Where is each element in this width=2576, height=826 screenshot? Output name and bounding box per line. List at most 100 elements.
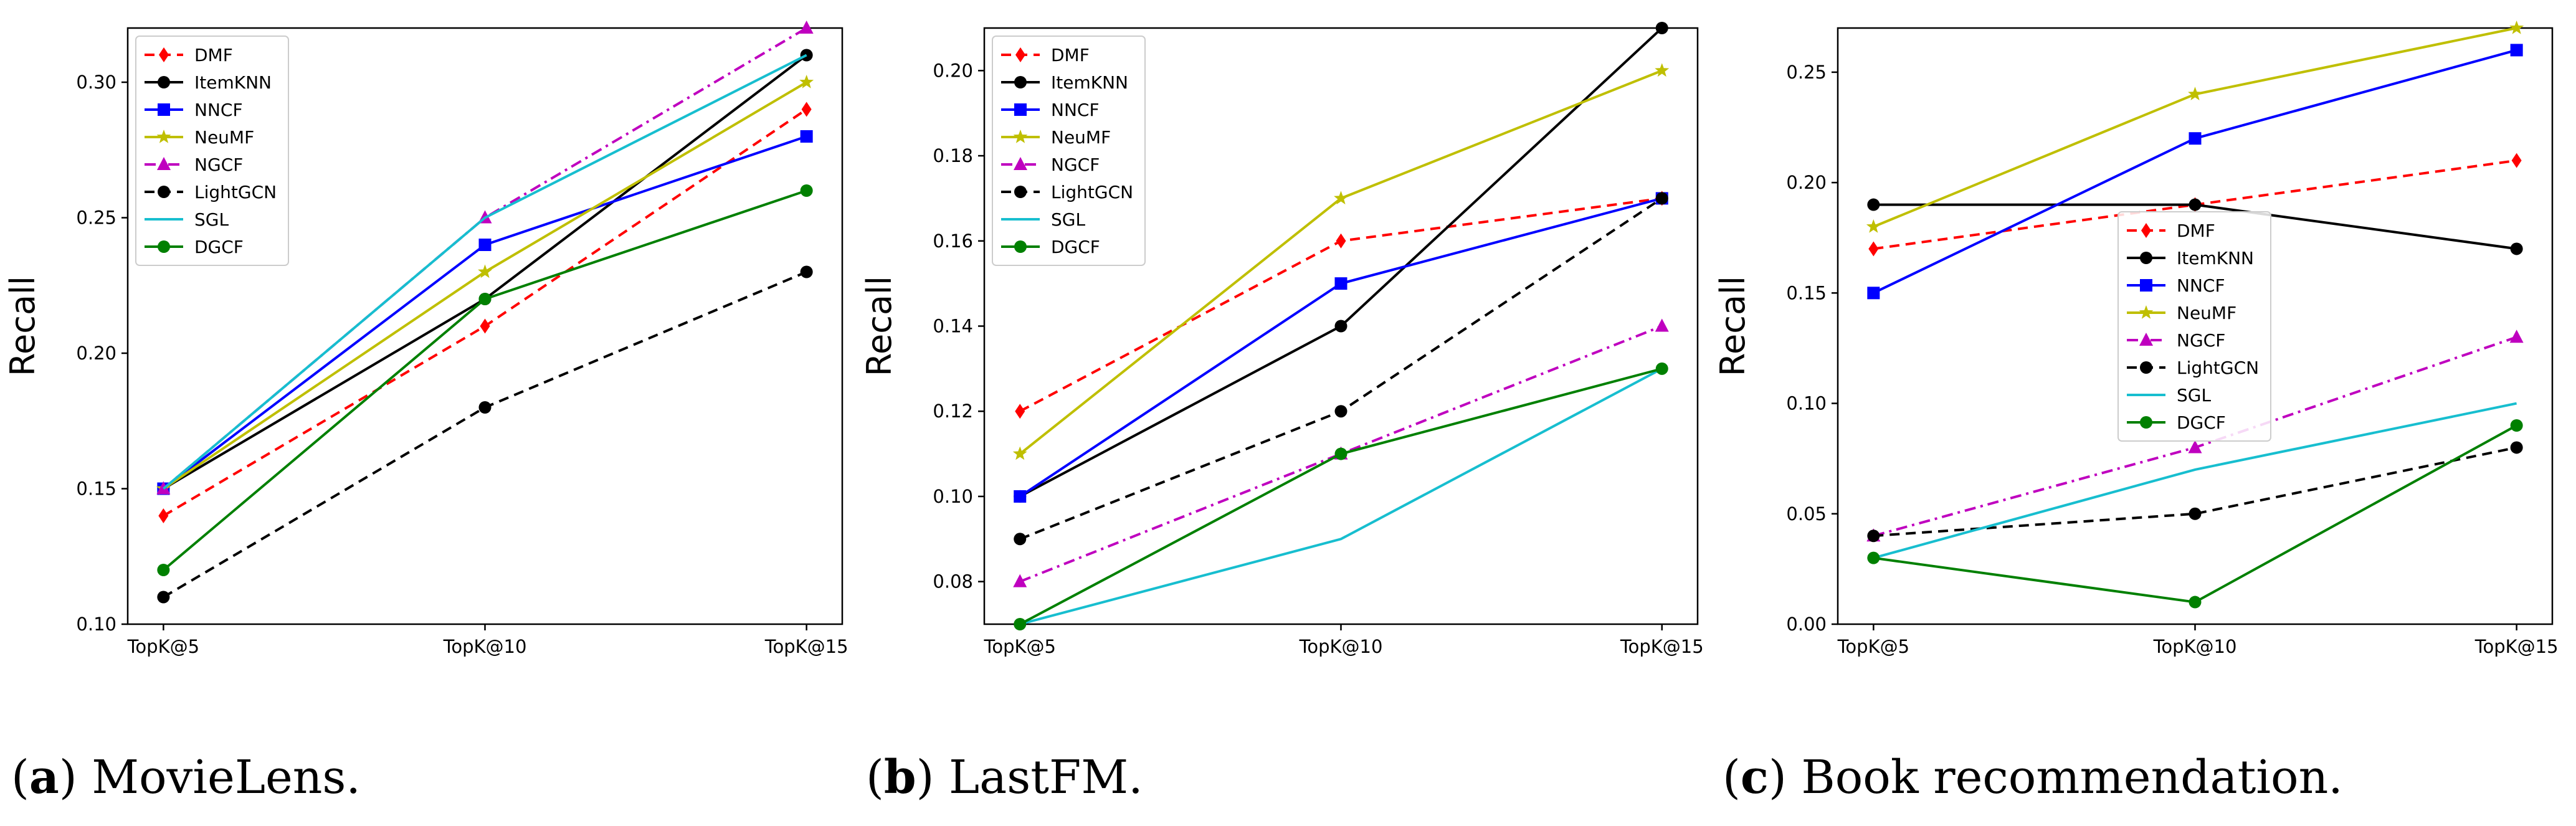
y-tick-label: 0.30 (76, 72, 116, 93)
legend-label-dmf: DMF (1051, 45, 1090, 65)
series-dmf (158, 102, 812, 523)
data-point-neumf (478, 264, 492, 278)
y-tick-label: 0.05 (1786, 503, 1827, 525)
legend-label-dgcf: DGCF (2177, 412, 2226, 433)
legend-label-itemknn: ItemKNN (2177, 248, 2254, 268)
legend-marker-nncf (2140, 279, 2152, 292)
data-point-dmf (158, 508, 169, 523)
data-point-lightgcn (2510, 441, 2523, 454)
data-point-lightgcn (157, 591, 170, 604)
series-sgl (1019, 368, 1663, 625)
legend-label-ngcf: NGCF (194, 154, 243, 175)
legend-label-ngcf: NGCF (2177, 330, 2225, 351)
legend-label-dgcf: DGCF (194, 237, 244, 257)
y-tick-label: 0.00 (1786, 614, 1827, 635)
y-tick-label: 0.20 (1786, 172, 1827, 193)
legend-label-lightgcn: LightGCN (194, 182, 277, 202)
data-point-lightgcn (800, 265, 813, 278)
y-tick-label: 0.20 (76, 343, 116, 364)
legend-marker-lightgcn (1014, 186, 1027, 198)
data-point-itemknn (1867, 198, 1880, 211)
data-point-itemknn (1334, 320, 1347, 333)
data-point-nncf (2189, 132, 2202, 145)
legend-label-lightgcn: LightGCN (1051, 182, 1133, 202)
series-neumf (1012, 63, 1670, 460)
data-point-neumf (1655, 63, 1670, 77)
data-point-neumf (2509, 21, 2524, 34)
data-point-itemknn (2510, 242, 2523, 255)
series-itemknn (1867, 198, 2523, 255)
legend-label-sgl: SGL (194, 209, 229, 230)
y-axis-label: Recall (860, 276, 899, 376)
series-dgcf (1867, 419, 2523, 609)
series-line-neumf (1873, 27, 2517, 228)
caption-book-recommendation: (c) Book recommendation. (1723, 751, 2343, 804)
legend-label-lightgcn: LightGCN (2177, 358, 2259, 378)
data-point-nncf (1867, 287, 1880, 300)
legend: DMF ItemKNN NNCF NeuMF NGCF LightGCN SGL DGCF (992, 36, 1146, 266)
series-lightgcn (157, 265, 813, 604)
data-point-dmf (480, 318, 490, 334)
data-point-ngcf (2509, 330, 2524, 343)
x-tick-label: TopK@10 (1299, 636, 1383, 657)
caption-movielens: (a) MovieLens. (11, 751, 361, 804)
data-point-nncf (478, 239, 492, 251)
legend-marker-itemknn (158, 76, 170, 88)
data-point-neumf (799, 75, 814, 88)
legend-marker-nncf (158, 103, 170, 116)
data-point-lightgcn (1655, 192, 1668, 205)
legend-marker-itemknn (1014, 76, 1027, 88)
y-tick-label: 0.25 (76, 207, 116, 229)
legend: DMF ItemKNN NNCF NeuMF NGCF LightGCN SGL DGCF (135, 36, 289, 266)
legend-marker-dgcf (1014, 240, 1027, 253)
legend-marker-dmf (2141, 223, 2151, 238)
data-point-dgcf (800, 184, 813, 197)
chart-panel-book-recommendation: 0.00 0.05 0.10 0.15 0.20 0.25 TopK@5 TopK@10 Top… (1713, 21, 2559, 657)
legend-label-dgcf: DGCF (1051, 237, 1100, 257)
x-tick-label: TopK@15 (1620, 636, 1704, 657)
legend-marker-ngcf (2139, 333, 2153, 346)
data-point-nncf (800, 130, 813, 143)
legend-label-nncf: NNCF (194, 100, 243, 120)
y-tick-label: 0.20 (933, 60, 973, 81)
data-point-lightgcn (1867, 529, 1880, 543)
chart-panel-lastfm: 0.08 0.10 0.12 0.14 0.16 0.18 0.20 TopK@5 TopK@1… (860, 22, 1704, 657)
legend-marker-neumf (1013, 130, 1028, 143)
y-tick-label: 0.08 (933, 571, 973, 592)
series-sgl (163, 54, 807, 490)
data-point-neumf (2188, 87, 2202, 100)
legend-marker-ngcf (1014, 157, 1027, 170)
x-tick-label: TopK@5 (127, 636, 199, 657)
data-point-dgcf (1655, 362, 1668, 375)
x-tick-label: TopK@5 (984, 636, 1056, 657)
legend-marker-ngcf (157, 157, 171, 170)
data-point-lightgcn (1334, 405, 1347, 418)
legend-marker-lightgcn (2140, 361, 2152, 374)
legend-box (992, 36, 1146, 266)
series-line-sgl (163, 54, 807, 490)
x-tick-label: TopK@10 (2153, 636, 2237, 657)
chart-panel-movielens: 0.10 0.15 0.20 0.25 0.30 TopK@5 TopK@10 TopK@15… (3, 21, 848, 657)
legend-marker-dgcf (2140, 416, 2152, 429)
data-point-nncf (1014, 490, 1027, 503)
y-tick-label: 0.10 (76, 614, 116, 635)
x-tick-label: TopK@15 (764, 636, 848, 657)
legend-label-nncf: NNCF (1051, 100, 1100, 120)
y-axis-label: Recall (3, 276, 42, 376)
y-tick-label: 0.16 (933, 230, 973, 252)
data-point-dgcf (2510, 419, 2523, 432)
data-point-ngcf (2188, 440, 2202, 453)
legend-box (2117, 211, 2271, 442)
legend-marker-neumf (156, 130, 171, 143)
series-line-lightgcn (1873, 446, 2517, 538)
legend-label-ngcf: NGCF (1051, 154, 1100, 175)
series-dgcf (157, 184, 813, 576)
data-point-lightgcn (2189, 507, 2202, 520)
legend-marker-dgcf (158, 240, 170, 253)
data-point-ngcf (1013, 574, 1027, 587)
data-point-dmf (801, 102, 812, 117)
series-line-sgl (1873, 402, 2517, 559)
y-tick-label: 0.14 (933, 316, 973, 337)
y-axis-label: Recall (1713, 276, 1752, 376)
data-point-itemknn (1655, 22, 1668, 34)
